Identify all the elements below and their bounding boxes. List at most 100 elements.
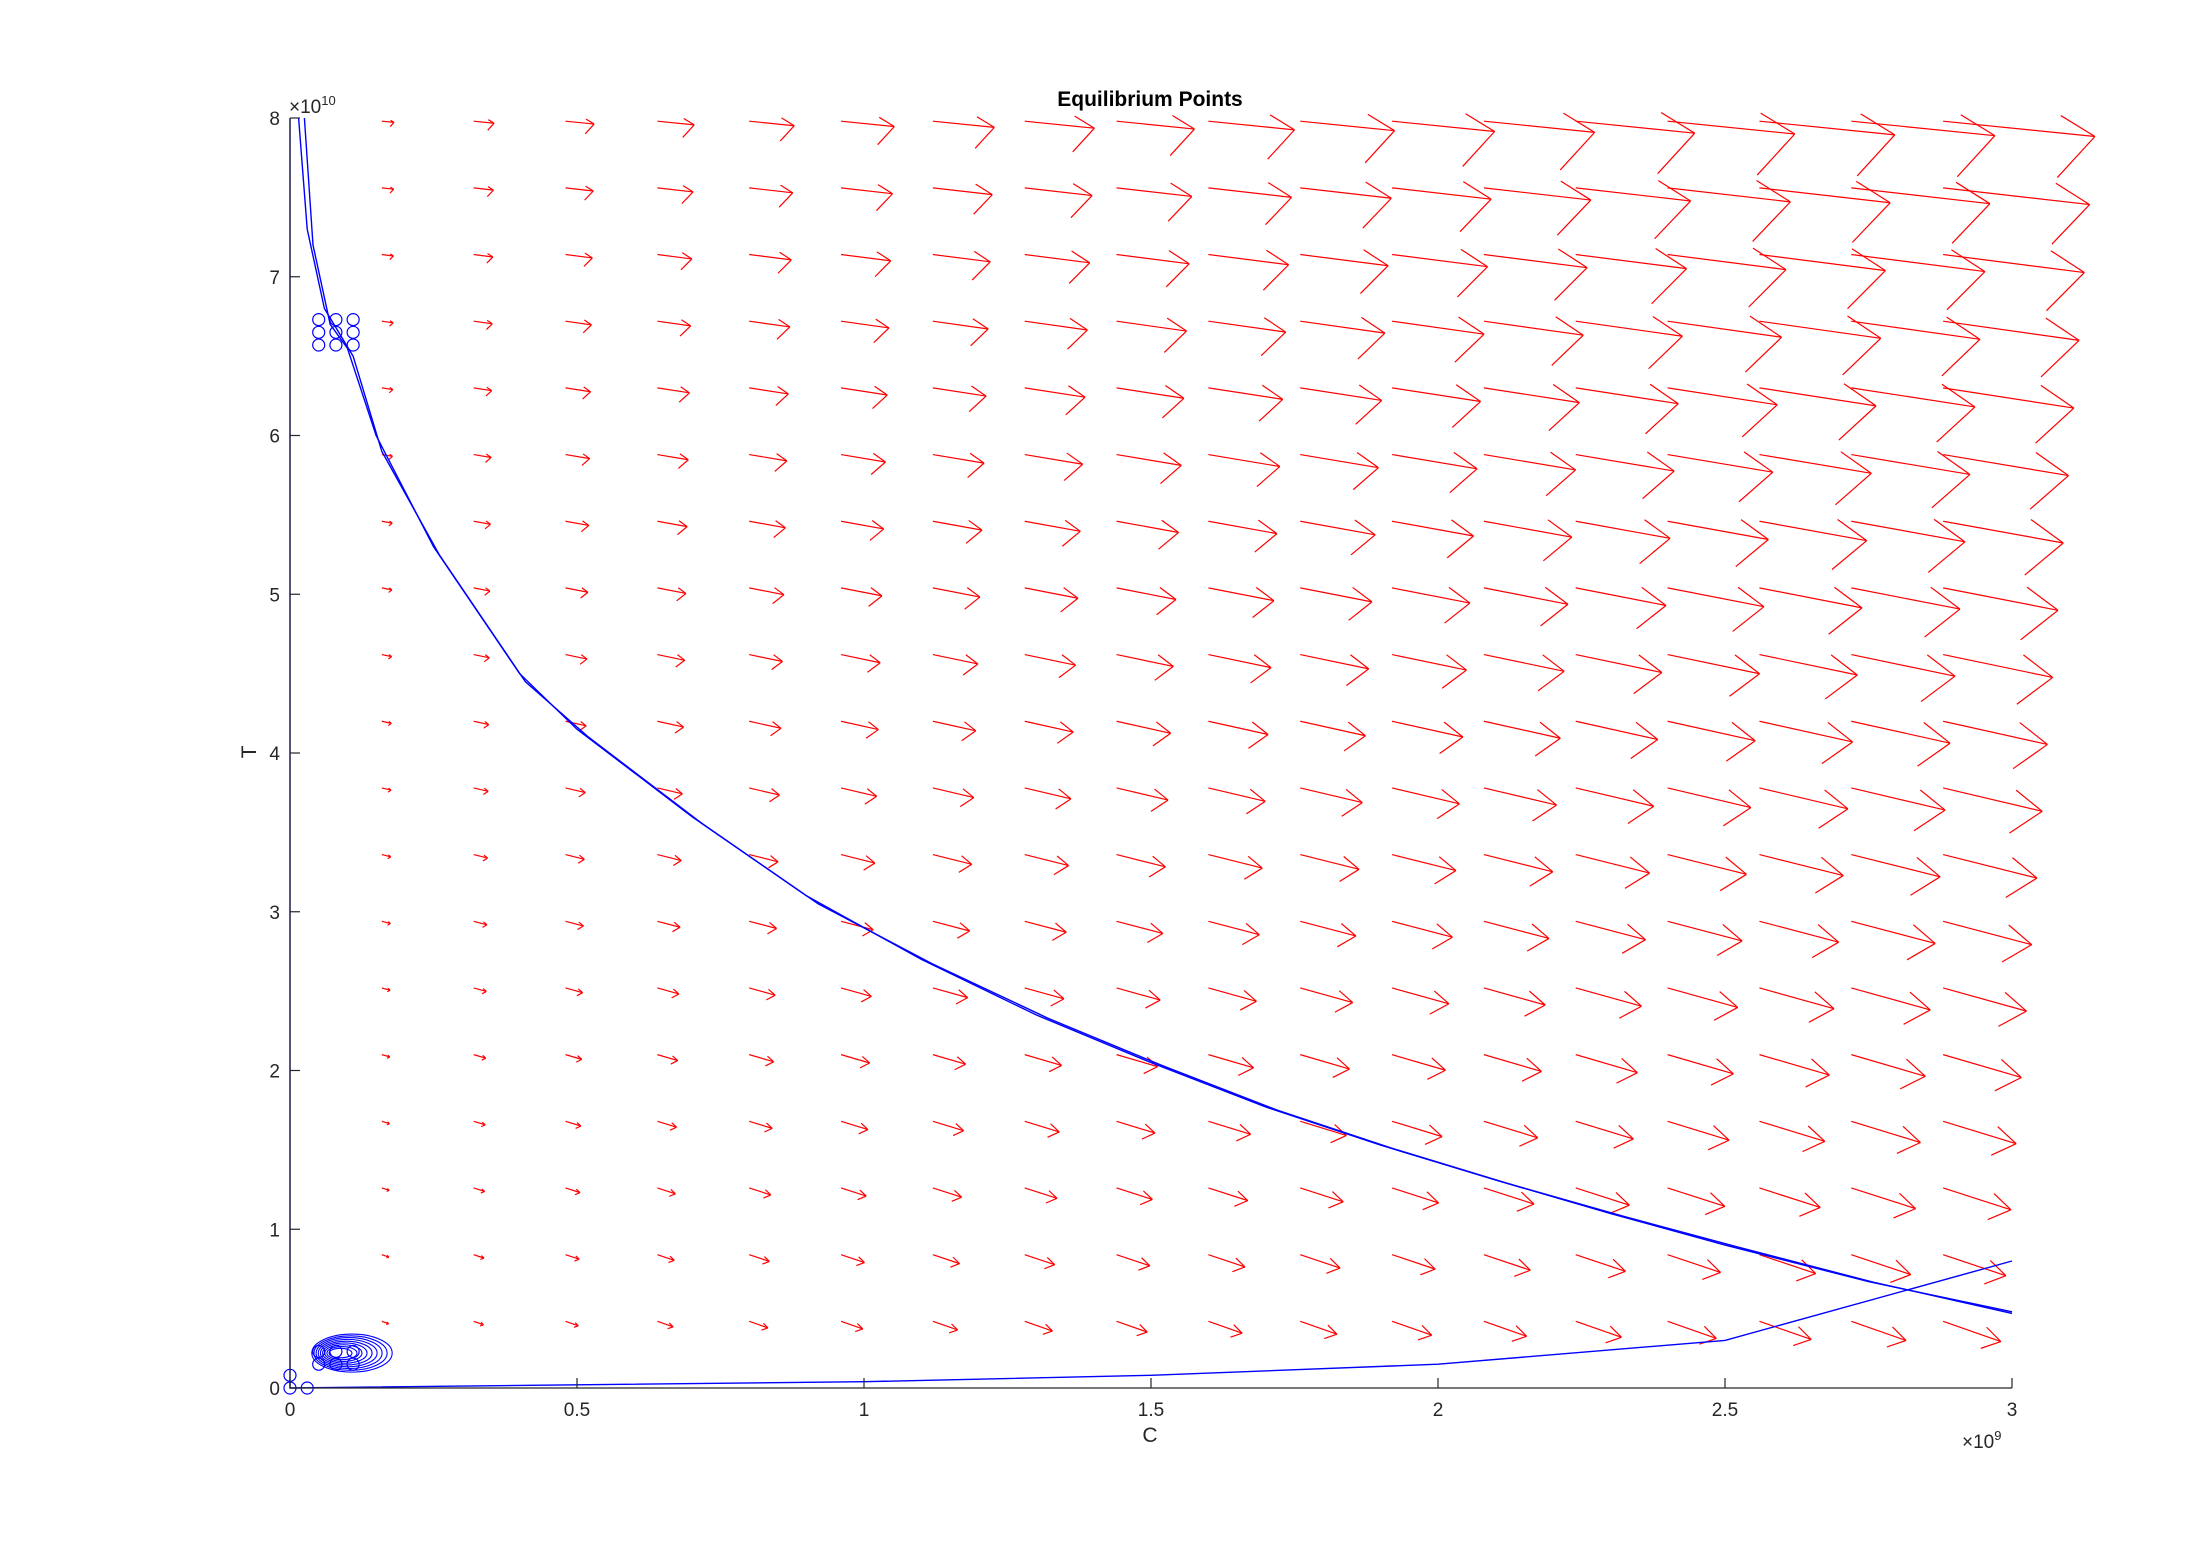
y-axis-exponent-base: ×10 — [289, 97, 321, 118]
quiver-head — [1428, 1124, 1443, 1138]
quiver-head — [1046, 1256, 1056, 1266]
quiver-shaft — [749, 920, 777, 930]
quiver-shaft — [1483, 920, 1550, 940]
quiver-arrow — [473, 319, 493, 330]
quiver-arrow — [1391, 987, 1450, 1015]
quiver-head — [1258, 398, 1284, 422]
quiver-shaft — [657, 1120, 677, 1128]
quiver-shaft — [1575, 1120, 1634, 1140]
quiver-arrow — [749, 520, 786, 538]
quiver-head — [1362, 197, 1392, 229]
y-tick-label: 8 — [269, 109, 280, 130]
quiver-head — [774, 587, 785, 596]
quiver-head — [768, 861, 779, 869]
quiver-head — [1068, 385, 1086, 398]
quiver-head — [1070, 195, 1093, 219]
quiver-arrow — [1667, 653, 1760, 697]
quiver-shaft — [1483, 1187, 1535, 1205]
quiver-shaft — [1300, 387, 1382, 402]
quiver-shaft — [840, 653, 881, 664]
quiver-head — [1710, 1192, 1726, 1207]
quiver-head — [959, 922, 971, 932]
quiver-shaft — [565, 520, 589, 527]
quiver-head — [1141, 1257, 1151, 1267]
quiver-shaft — [932, 653, 979, 665]
quiver-head — [1426, 1191, 1440, 1204]
quiver-shaft — [1391, 1120, 1443, 1138]
quiver-head — [1245, 922, 1260, 936]
quiver-head — [482, 857, 488, 862]
quiver-head — [1658, 180, 1691, 202]
quiver-head — [1350, 534, 1376, 556]
quiver-head — [578, 792, 586, 798]
quiver-head — [1072, 127, 1095, 153]
quiver-head — [1457, 266, 1488, 298]
quiver-head — [858, 1129, 869, 1135]
quiver-shaft — [1024, 920, 1067, 933]
quiver-shaft — [473, 1187, 485, 1193]
quiver-head — [672, 926, 681, 933]
quiver-head — [1460, 248, 1488, 268]
quiver-head — [669, 1126, 677, 1131]
quiver-arrow — [381, 787, 392, 793]
quiver-head — [680, 258, 693, 271]
quiver-head — [1713, 1125, 1730, 1141]
quiver-head — [971, 385, 987, 397]
quiver-head — [2040, 339, 2080, 378]
quiver-head — [863, 989, 872, 997]
quiver-arrow — [1300, 113, 1395, 164]
quiver-arrow — [381, 1320, 390, 1326]
quiver-head — [1827, 721, 1853, 743]
quiver-shaft — [1208, 453, 1280, 468]
quiver-shaft — [1024, 253, 1090, 264]
quiver-head — [483, 790, 489, 796]
quiver-head — [962, 663, 979, 676]
quiver-arrow — [1391, 787, 1460, 820]
quiver-arrow — [1759, 519, 1868, 570]
x-tick-label: 1.5 — [1138, 1400, 1164, 1421]
quiver-head — [1737, 586, 1765, 608]
quiver-arrow — [1116, 317, 1187, 353]
quiver-head — [1139, 1324, 1148, 1333]
quiver-head — [1840, 451, 1872, 474]
quiver-arrow — [1575, 1320, 1622, 1344]
quiver-head — [2029, 475, 2069, 510]
quiver-arrow — [1759, 1120, 1826, 1153]
quiver-head — [1716, 940, 1743, 956]
x-axis-exponent-power: 9 — [1994, 1428, 2001, 1443]
quiver-shaft — [1575, 787, 1654, 807]
quiver-head — [779, 125, 795, 142]
quiver-head — [1267, 182, 1292, 198]
y-axis-exponent-power: 10 — [321, 93, 335, 108]
quiver-arrow — [565, 1054, 583, 1063]
quiver-arrow — [1483, 586, 1569, 627]
quiver-shaft — [1943, 520, 2064, 544]
quiver-head — [864, 795, 877, 805]
quiver-shaft — [381, 253, 394, 257]
quiver-head — [872, 394, 888, 409]
quiver-head — [867, 662, 881, 673]
quiver-arrow — [657, 1187, 676, 1197]
quiver-shaft — [1208, 987, 1257, 1002]
x-tick-label: 0 — [285, 1400, 296, 1421]
quiver-shaft — [473, 920, 488, 926]
y-tick-label: 1 — [269, 1220, 280, 1241]
quiver-arrow — [1208, 1054, 1254, 1077]
quiver-shaft — [473, 320, 493, 325]
quiver-head — [585, 118, 595, 125]
quiver-arrow — [1024, 317, 1088, 350]
quiver-head — [1446, 535, 1474, 559]
quiver-arrow — [1851, 720, 1951, 767]
quiver-head — [1254, 533, 1278, 553]
y-axis-exponent: ×1010 — [289, 93, 336, 118]
quiver-arrow — [1575, 1054, 1638, 1084]
quiver-head — [1835, 472, 1872, 506]
quiver-head — [865, 855, 876, 864]
quiver-head — [1955, 181, 1991, 205]
quiver-shaft — [840, 1187, 867, 1197]
quiver-head — [1797, 1326, 1812, 1340]
quiver-head — [1453, 451, 1478, 470]
quiver-shaft — [932, 120, 995, 128]
quiver-head — [1338, 990, 1354, 1003]
